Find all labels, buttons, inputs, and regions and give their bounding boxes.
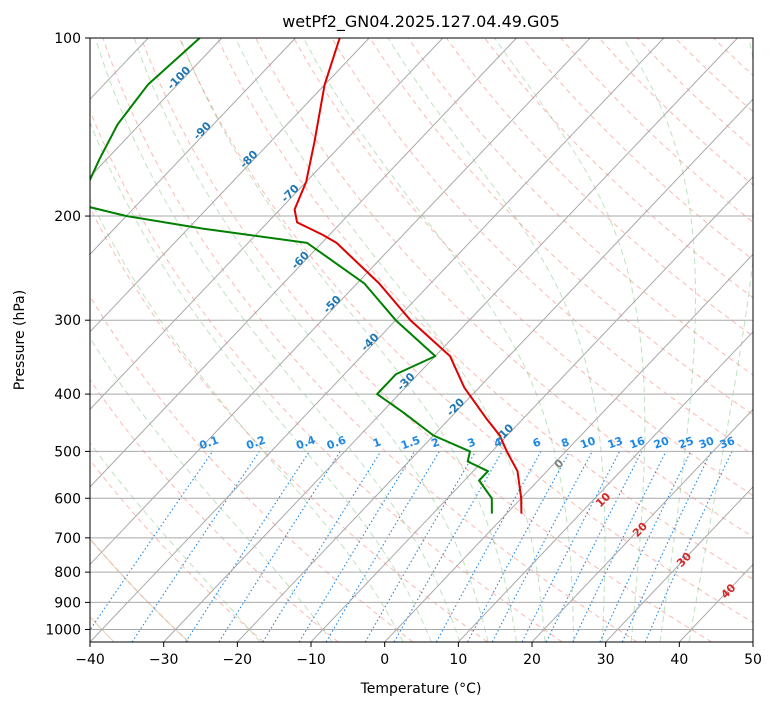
chart-title: wetPf2_GN04.2025.127.04.49.G05: [282, 12, 560, 32]
y-axis-label: Pressure (hPa): [12, 290, 28, 390]
x-tick-label: −40: [75, 652, 105, 668]
y-tick-label: 400: [54, 387, 81, 403]
y-tick-label: 600: [54, 491, 81, 507]
x-axis-label: Temperature (°C): [360, 681, 482, 697]
y-tick-label: 300: [54, 313, 81, 329]
x-tick-label: 40: [670, 652, 688, 668]
y-tick-label: 100: [54, 31, 81, 47]
y-tick-label: 500: [54, 444, 81, 460]
x-tick-label: 10: [449, 652, 467, 668]
y-tick-label: 1000: [45, 622, 81, 638]
x-tick-label: 50: [744, 652, 762, 668]
y-tick-label: 200: [54, 209, 81, 225]
x-tick-label: −20: [223, 652, 253, 668]
x-tick-label: 0: [380, 652, 389, 668]
x-tick-label: −30: [149, 652, 179, 668]
x-tick-label: 30: [597, 652, 615, 668]
y-tick-label: 800: [54, 565, 81, 581]
x-tick-label: 20: [523, 652, 541, 668]
x-tick-label: −10: [296, 652, 326, 668]
y-tick-label: 900: [54, 595, 81, 611]
y-tick-label: 700: [54, 531, 81, 547]
